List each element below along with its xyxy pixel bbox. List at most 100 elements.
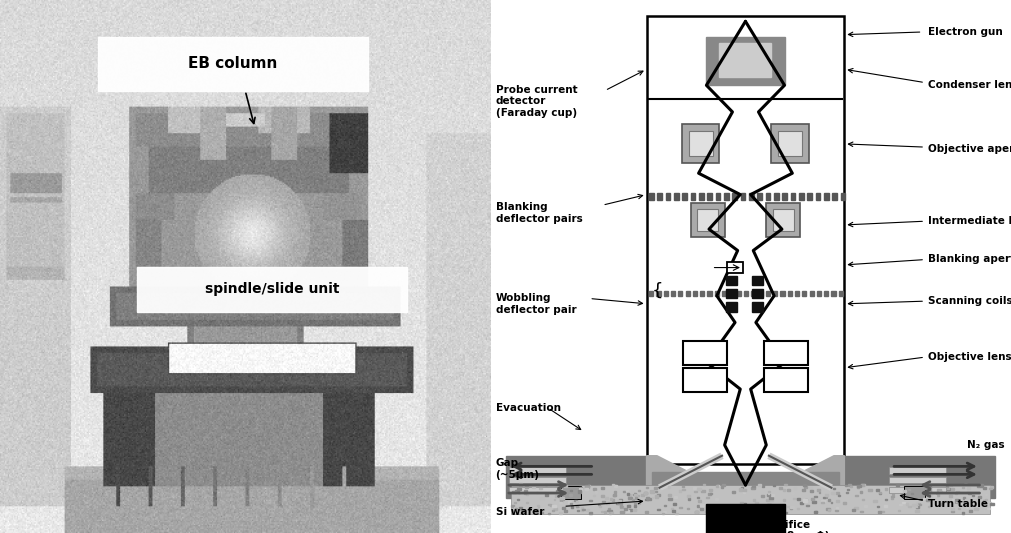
Bar [518,488,521,490]
Bar [969,510,973,512]
Bar [604,512,607,513]
Bar [933,495,936,497]
Bar [674,496,677,498]
Bar [802,291,807,296]
Bar [805,499,807,500]
Bar [857,486,859,488]
Bar [971,500,973,501]
Bar [817,291,821,296]
Bar [615,485,616,486]
Bar [554,499,555,500]
Bar [617,503,619,504]
Bar [783,512,785,514]
Bar [790,507,793,509]
Bar [701,508,703,510]
Bar [614,491,616,492]
Bar [954,493,956,495]
Bar [594,491,596,492]
Bar [729,291,734,296]
Bar [908,506,911,507]
Bar [824,193,829,200]
Bar [731,505,733,507]
Bar [948,503,950,504]
Bar [624,508,627,510]
Bar [902,502,905,503]
Bar [638,495,640,496]
Bar [806,505,809,506]
Bar [802,489,806,491]
Bar [777,510,782,512]
Bar [708,291,712,296]
Bar [588,512,592,514]
Bar [675,513,677,514]
Bar [696,511,698,513]
Bar [655,491,657,492]
Bar [948,495,952,497]
Bar [516,490,519,492]
Bar [783,193,788,200]
Bar [836,500,838,502]
Bar [922,492,925,494]
Bar [585,486,588,488]
Bar [757,193,762,200]
Bar [722,291,726,296]
Bar [824,291,828,296]
Bar [791,506,794,507]
Bar [585,488,587,490]
Bar [646,497,649,498]
Bar [751,291,755,296]
Bar [568,501,571,503]
Bar [697,209,719,231]
Bar [574,500,577,502]
Bar [633,493,636,495]
Bar [939,503,942,505]
Bar [577,510,579,512]
Bar [732,491,735,494]
Bar [947,488,949,489]
Bar [758,291,762,296]
Bar [958,508,960,510]
Bar [804,486,807,488]
Bar [771,124,809,163]
Bar [737,291,741,296]
Bar [811,498,814,500]
Bar [580,507,583,508]
Bar [519,483,523,486]
Bar [701,504,704,506]
Text: N₂ gas: N₂ gas [967,440,1004,450]
Bar [765,291,770,296]
Bar [776,510,779,511]
Bar [536,491,538,492]
Bar [841,193,845,200]
Bar [657,494,660,496]
Bar [879,511,881,513]
Bar [663,291,668,296]
Bar [554,508,557,510]
Bar [930,503,932,504]
Bar [564,485,567,487]
Bar [842,502,846,504]
Bar [557,490,559,491]
Bar [778,131,802,156]
Bar [927,484,930,485]
Bar [705,511,708,512]
Bar [927,494,930,496]
Bar [674,193,678,200]
Bar [628,505,630,507]
Bar [540,512,543,513]
Bar [712,510,714,511]
Bar [578,487,581,489]
Bar [538,506,539,507]
Bar [763,368,808,392]
Bar [649,291,653,296]
Bar [743,489,746,491]
Bar [647,16,844,464]
Text: Wobbling
deflector pair: Wobbling deflector pair [495,293,576,314]
Bar [791,193,796,200]
Bar [741,509,744,511]
Bar [592,495,595,496]
Bar [673,504,676,505]
Bar [744,291,748,296]
Bar [607,502,610,504]
Bar [949,492,952,493]
